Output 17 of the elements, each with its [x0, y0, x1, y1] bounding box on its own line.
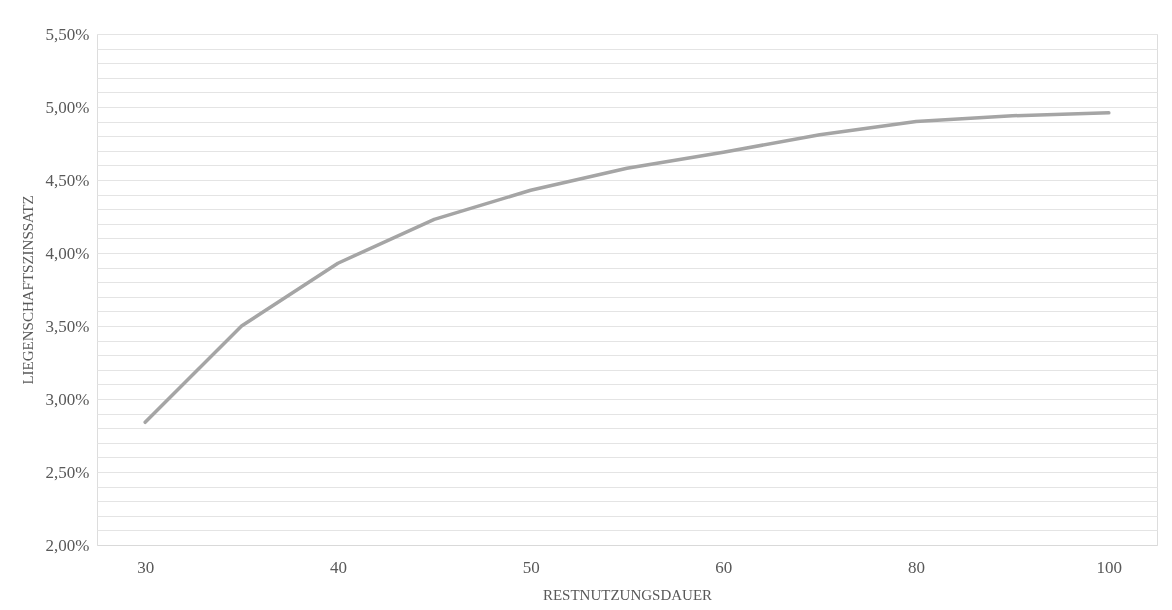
x-tick-label: 50 [522, 557, 540, 577]
x-tick-label: 80 [908, 557, 926, 577]
y-tick-label: 2,50% [45, 462, 90, 482]
y-axis-title: LIEGENSCHAFTSZINSSATZ [19, 195, 36, 385]
y-tick-label: 3,50% [45, 316, 90, 336]
x-tick-label: 40 [329, 557, 347, 577]
y-tick-label: 4,00% [45, 243, 90, 263]
x-tick-label: 60 [715, 557, 733, 577]
y-tick-label: 2,00% [45, 535, 90, 555]
x-tick-label: 30 [137, 557, 155, 577]
y-tick-label: 4,50% [45, 170, 90, 190]
y-tick-label: 3,00% [45, 389, 90, 409]
line-series [143, 111, 1111, 425]
x-tick-label: 100 [1096, 557, 1123, 577]
y-tick-label: 5,50% [45, 24, 90, 44]
y-tick-label: 5,00% [45, 97, 90, 117]
x-axis-title: RESTNUTZUNGSDAUER [542, 586, 713, 603]
